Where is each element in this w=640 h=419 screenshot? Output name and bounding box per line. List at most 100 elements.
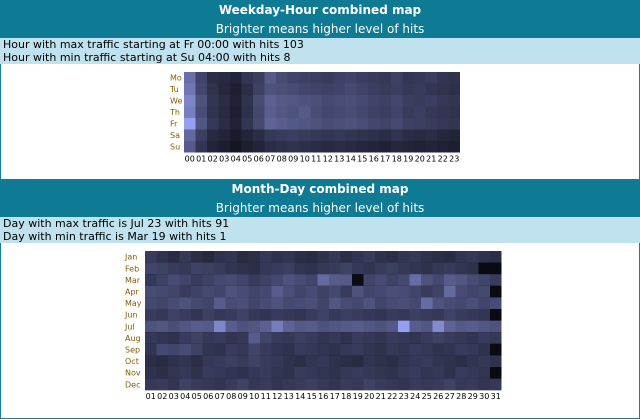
md-cell [237,355,249,367]
md-col-label: 19 [353,392,363,401]
md-cell [352,378,364,391]
md-col-label: 01 [146,392,156,401]
wh-col-label: 14 [346,155,356,164]
wh-cell [345,141,357,153]
md-cell [294,367,306,379]
wh-cell [218,118,230,130]
wh-cell [264,141,276,153]
md-cell [352,309,364,321]
md-cell [248,320,260,333]
wh-cell [414,129,426,141]
md-cell [306,262,318,275]
md-cell [271,343,283,356]
wh-cell [287,72,299,84]
md-cell [271,285,283,298]
md-cell [409,320,421,333]
md-cell [168,355,180,367]
wh-cell [391,95,403,107]
md-cell [363,378,375,391]
md-col-label: 26 [433,392,443,401]
md-cell [363,343,375,356]
wh-cell [322,72,334,84]
md-cell [329,274,341,286]
md-cell [432,297,444,309]
md-cell [283,355,295,367]
md-cell [306,309,318,321]
wh-cell [345,106,357,118]
md-cell [490,343,502,356]
md-cell [214,343,226,356]
md-cell [490,285,502,298]
wh-col-label: 06 [254,155,264,164]
md-cell [467,262,479,275]
wh-cell [218,129,230,141]
md-cell [490,320,502,333]
md-cell [386,343,398,356]
wh-cell [276,95,288,107]
md-cell [352,320,364,333]
md-cell [271,332,283,344]
md-cell [455,343,467,356]
wh-cell [218,83,230,95]
md-cell [294,309,306,321]
md-col-label: 25 [422,392,432,401]
md-cell [421,355,433,367]
wh-cell [379,83,391,95]
md-cell [352,285,364,298]
md-cell [168,251,180,263]
md-cell [478,332,490,344]
md-cell [306,320,318,333]
md-cell [260,274,272,286]
md-cell [271,251,283,263]
wh-cell [207,106,219,118]
md-cell [340,367,352,379]
wh-cell [333,141,345,153]
wh-cell [230,106,242,118]
wh-cell [299,129,311,141]
md-col-label: 10 [249,392,259,401]
md-col-label: 27 [445,392,455,401]
md-cell [398,251,410,263]
md-cell [329,320,341,333]
md-cell [398,262,410,275]
md-cell [317,262,329,275]
wh-cell [368,72,380,84]
md-cell [202,285,214,298]
wh-cell [425,141,437,153]
wh-cell [356,118,368,130]
wh-cell [207,118,219,130]
md-cell [340,343,352,356]
wh-col-label: 18 [392,155,402,164]
md-cell [478,262,490,275]
md-cell [294,332,306,344]
md-cell [168,378,180,391]
md-cell [317,367,329,379]
wh-cell [437,83,449,95]
md-cell [386,332,398,344]
md-cell [421,309,433,321]
weekday-hour-info: Hour with max traffic starting at Fr 00:… [0,38,640,64]
md-cell [340,297,352,309]
md-cell [329,332,341,344]
md-cell [352,343,364,356]
md-cell [283,378,295,391]
md-cell [444,343,456,356]
wh-cell [276,129,288,141]
md-cell [202,262,214,275]
md-cell [329,262,341,275]
md-cell [202,343,214,356]
md-cell [179,343,191,356]
md-cell [478,320,490,333]
wh-cell [379,118,391,130]
wh-cell [333,95,345,107]
wh-cell [253,118,265,130]
md-cell [432,262,444,275]
month-day-info: Day with max traffic is Jul 23 with hits… [0,217,640,243]
md-cell [432,367,444,379]
md-cell [432,320,444,333]
wh-cell [425,129,437,141]
md-cell [398,343,410,356]
wh-cell [207,95,219,107]
md-cell [156,251,168,263]
md-cell [432,332,444,344]
